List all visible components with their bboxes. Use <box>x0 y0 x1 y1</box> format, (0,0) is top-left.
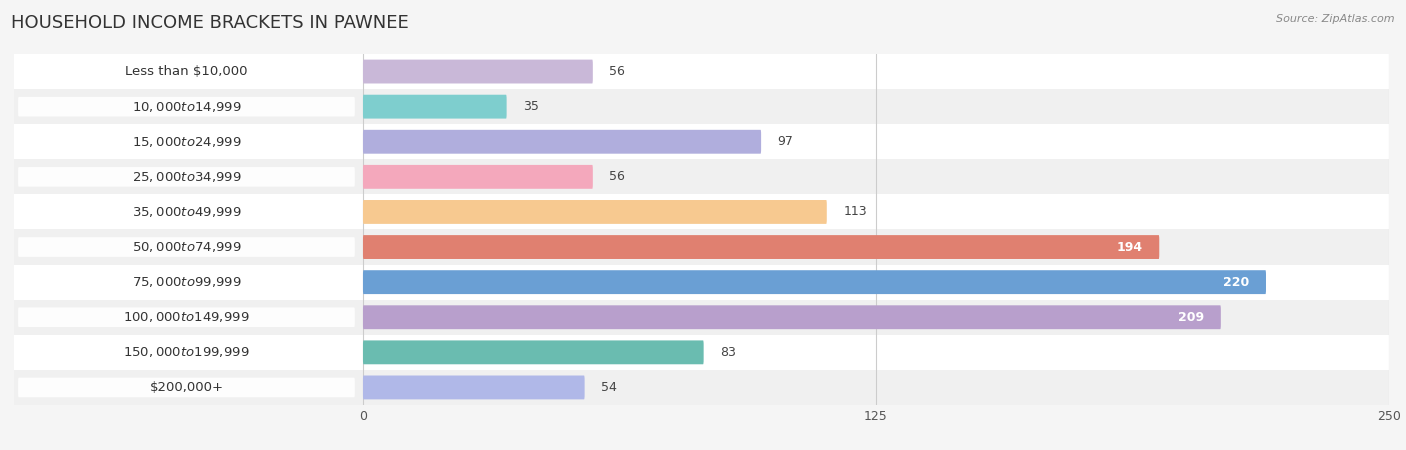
Bar <box>14 370 1389 405</box>
FancyBboxPatch shape <box>18 132 354 152</box>
Text: $10,000 to $14,999: $10,000 to $14,999 <box>132 99 242 114</box>
Bar <box>14 89 1389 124</box>
Text: $150,000 to $199,999: $150,000 to $199,999 <box>124 345 250 360</box>
Text: 35: 35 <box>523 100 538 113</box>
FancyBboxPatch shape <box>363 130 761 154</box>
Text: Less than $10,000: Less than $10,000 <box>125 65 247 78</box>
FancyBboxPatch shape <box>363 340 703 364</box>
Text: 56: 56 <box>609 171 626 183</box>
Text: 56: 56 <box>609 65 626 78</box>
Text: $100,000 to $149,999: $100,000 to $149,999 <box>124 310 250 324</box>
FancyBboxPatch shape <box>18 167 354 187</box>
Bar <box>14 230 1389 265</box>
FancyBboxPatch shape <box>18 202 354 222</box>
FancyBboxPatch shape <box>18 237 354 257</box>
Bar <box>14 194 1389 230</box>
Text: 194: 194 <box>1116 241 1143 253</box>
FancyBboxPatch shape <box>363 94 506 119</box>
Text: HOUSEHOLD INCOME BRACKETS IN PAWNEE: HOUSEHOLD INCOME BRACKETS IN PAWNEE <box>11 14 409 32</box>
FancyBboxPatch shape <box>18 307 354 327</box>
Bar <box>14 54 1389 89</box>
Text: 220: 220 <box>1223 276 1250 288</box>
FancyBboxPatch shape <box>363 59 593 84</box>
FancyBboxPatch shape <box>18 272 354 292</box>
Text: Source: ZipAtlas.com: Source: ZipAtlas.com <box>1277 14 1395 23</box>
FancyBboxPatch shape <box>18 342 354 362</box>
Bar <box>14 265 1389 300</box>
FancyBboxPatch shape <box>18 62 354 81</box>
Text: $50,000 to $74,999: $50,000 to $74,999 <box>132 240 242 254</box>
FancyBboxPatch shape <box>18 378 354 397</box>
FancyBboxPatch shape <box>363 235 1160 259</box>
Text: $35,000 to $49,999: $35,000 to $49,999 <box>132 205 242 219</box>
FancyBboxPatch shape <box>363 305 1220 329</box>
Text: 209: 209 <box>1178 311 1205 324</box>
Bar <box>14 300 1389 335</box>
Text: $200,000+: $200,000+ <box>149 381 224 394</box>
FancyBboxPatch shape <box>363 270 1265 294</box>
Text: 83: 83 <box>720 346 735 359</box>
Text: 54: 54 <box>600 381 617 394</box>
FancyBboxPatch shape <box>363 375 585 400</box>
Text: $25,000 to $34,999: $25,000 to $34,999 <box>132 170 242 184</box>
FancyBboxPatch shape <box>363 200 827 224</box>
Bar <box>14 335 1389 370</box>
FancyBboxPatch shape <box>363 165 593 189</box>
Text: 113: 113 <box>844 206 868 218</box>
Bar <box>14 124 1389 159</box>
Bar <box>14 159 1389 194</box>
FancyBboxPatch shape <box>18 97 354 117</box>
Text: $75,000 to $99,999: $75,000 to $99,999 <box>132 275 242 289</box>
Text: $15,000 to $24,999: $15,000 to $24,999 <box>132 135 242 149</box>
Text: 97: 97 <box>778 135 793 148</box>
